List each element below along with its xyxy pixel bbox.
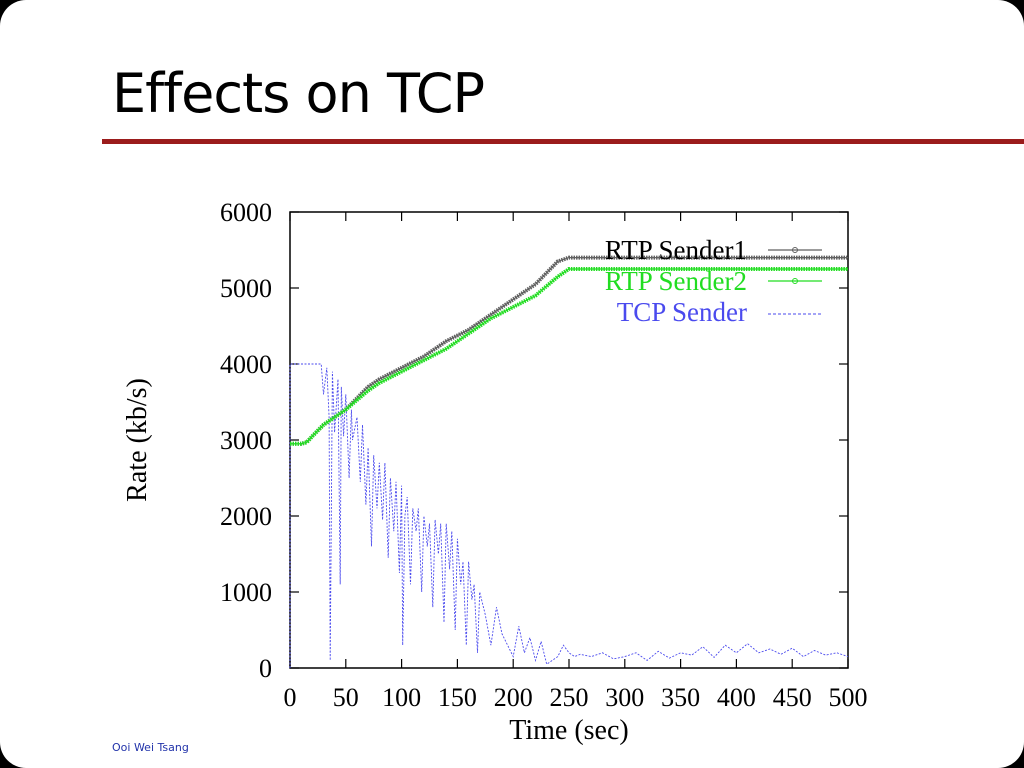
title-underline xyxy=(102,139,1024,144)
x-tick-label: 350 xyxy=(661,683,700,712)
x-axis-label: Time (sec) xyxy=(509,715,629,746)
series-layer xyxy=(289,255,849,668)
y-axis-label: Rate (kb/s) xyxy=(122,378,153,502)
x-tick-label: 250 xyxy=(550,683,589,712)
legend-label-rtp-sender1: RTP Sender1 xyxy=(605,235,747,265)
y-tick-label: 2000 xyxy=(220,502,272,531)
x-tick-label: 500 xyxy=(829,683,868,712)
tcp-sender-line xyxy=(289,363,849,668)
x-tick-label: 50 xyxy=(333,683,359,712)
x-tick-label: 100 xyxy=(382,683,421,712)
y-tick-label: 4000 xyxy=(220,350,272,379)
legend-label-rtp-sender2: RTP Sender2 xyxy=(605,266,747,296)
y-tick-label: 0 xyxy=(259,654,272,683)
x-tick-label: 400 xyxy=(717,683,756,712)
x-tick-label: 0 xyxy=(284,683,297,712)
slide-title: Effects on TCP xyxy=(112,62,485,125)
x-tick-label: 200 xyxy=(494,683,533,712)
y-tick-label: 1000 xyxy=(220,578,272,607)
x-axis: 0 50 100 150 200 250 300 350 400 450 500 xyxy=(284,212,868,712)
y-tick-label: 5000 xyxy=(220,274,272,303)
legend-marker-rtp-sender1 xyxy=(792,247,798,253)
y-tick-label: 6000 xyxy=(220,198,272,227)
x-tick-label: 300 xyxy=(605,683,644,712)
plot-frame xyxy=(289,211,849,669)
y-tick-label: 3000 xyxy=(220,426,272,455)
x-tick-label: 450 xyxy=(773,683,812,712)
legend-marker-rtp-sender2 xyxy=(792,278,798,284)
rtp-sender2-core xyxy=(290,268,848,445)
x-tick-label: 150 xyxy=(438,683,477,712)
footer-author: Ooi Wei Tsang xyxy=(112,741,189,754)
legend-label-tcp-sender: TCP Sender xyxy=(617,297,747,327)
